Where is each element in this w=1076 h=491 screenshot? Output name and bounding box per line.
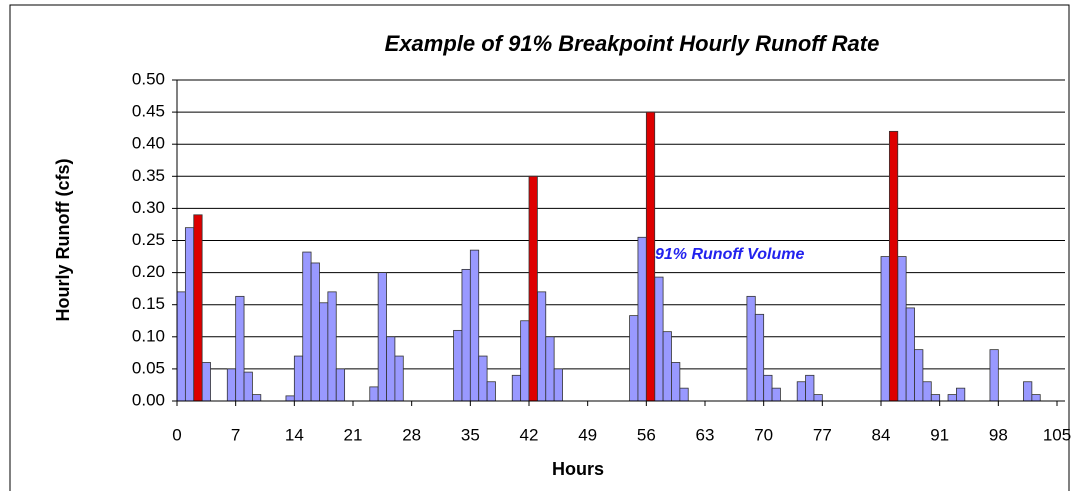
bar	[796, 381, 806, 402]
bar	[654, 276, 664, 402]
bar	[947, 394, 957, 402]
x-tick-label: 105	[1043, 425, 1071, 444]
bar	[461, 268, 471, 402]
y-tick-label: 0.10	[132, 326, 165, 345]
bar	[184, 227, 195, 402]
bar	[252, 394, 262, 402]
bar	[813, 394, 823, 402]
x-tick-label: 77	[813, 425, 832, 444]
bar	[805, 374, 815, 402]
bar	[478, 355, 488, 402]
annotation: 91% Runoff Volume	[655, 246, 804, 263]
bar	[671, 362, 681, 402]
bar	[754, 313, 765, 402]
bar	[763, 374, 773, 402]
bar	[1031, 394, 1041, 402]
x-axis-title: Hours	[552, 459, 604, 479]
bar	[545, 336, 555, 402]
bar	[369, 386, 379, 402]
x-tick-label: 91	[930, 425, 949, 444]
bar	[201, 362, 211, 402]
bar	[629, 315, 639, 402]
x-tick-label: 98	[989, 425, 1008, 444]
bar	[235, 295, 245, 402]
bar	[285, 395, 295, 402]
bar	[377, 272, 387, 402]
x-tick-label: 56	[637, 425, 656, 444]
frame	[9, 4, 1070, 491]
bar	[880, 256, 890, 402]
bar	[327, 291, 337, 402]
x-tick-label: 14	[285, 425, 304, 444]
x-tick-label: 63	[696, 425, 715, 444]
y-tick-label: 0.15	[132, 294, 165, 313]
bar	[897, 256, 907, 402]
bar	[310, 262, 320, 402]
y-tick-label: 0.25	[132, 230, 165, 249]
bar	[520, 320, 530, 402]
bar	[302, 251, 312, 402]
bar	[930, 394, 941, 402]
x-tick-label: 70	[754, 425, 773, 444]
bar	[193, 214, 203, 402]
bar	[319, 302, 329, 402]
bar	[922, 381, 932, 402]
bar	[989, 349, 999, 402]
x-tick-label: 84	[872, 425, 891, 444]
bar	[394, 355, 404, 402]
x-tick-label: 21	[344, 425, 363, 444]
x-tick-label: 42	[520, 425, 539, 444]
y-tick-label: 0.45	[132, 102, 165, 121]
bar	[746, 295, 756, 402]
x-tick-label: 49	[578, 425, 597, 444]
chart-title: Example of 91% Breakpoint Hourly Runoff …	[385, 31, 880, 56]
x-tick-label: 28	[402, 425, 421, 444]
bar	[453, 329, 463, 402]
y-tick-label: 0.30	[132, 198, 165, 217]
y-tick-label: 0.20	[132, 262, 165, 281]
bar	[469, 249, 480, 402]
bar	[771, 387, 781, 402]
bar	[553, 368, 563, 402]
bar	[914, 349, 924, 402]
bar	[293, 355, 304, 402]
x-tick-label: 0	[172, 425, 181, 444]
y-axis-title: Hourly Runoff (cfs)	[53, 159, 73, 322]
x-tick-label: 7	[231, 425, 240, 444]
bar	[486, 381, 496, 402]
bar	[679, 387, 689, 402]
bar	[637, 236, 647, 402]
bar	[662, 331, 672, 402]
bar	[176, 291, 186, 402]
bar	[888, 130, 899, 402]
y-tick-label: 0.35	[132, 166, 165, 185]
bar	[386, 336, 396, 402]
y-tick-label: 0.50	[132, 69, 165, 88]
x-tick-label: 35	[461, 425, 480, 444]
bar	[511, 374, 522, 402]
bar	[536, 291, 547, 402]
bar	[226, 368, 237, 402]
y-tick-label: 0.00	[132, 390, 165, 409]
bar	[243, 371, 253, 402]
bar	[1023, 381, 1033, 402]
bar	[528, 175, 538, 402]
bar	[956, 387, 966, 402]
bar	[335, 368, 346, 402]
bar	[645, 111, 656, 402]
y-tick-label: 0.40	[132, 134, 165, 153]
bar	[905, 307, 915, 402]
y-tick-label: 0.05	[132, 358, 165, 377]
